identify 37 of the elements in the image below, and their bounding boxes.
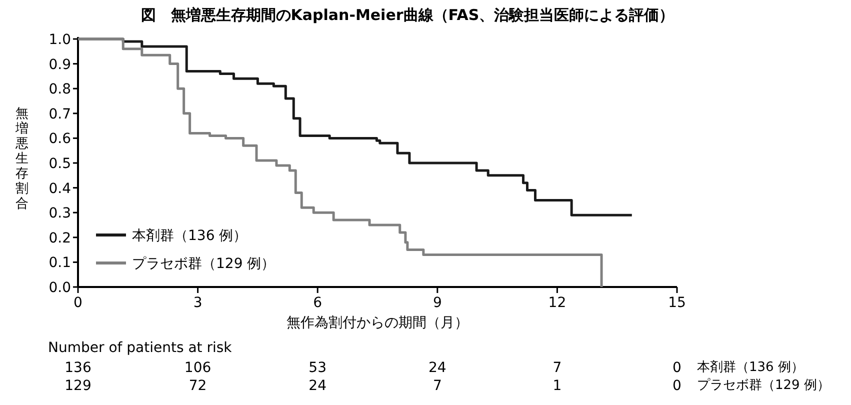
y-tick-label: 0.7 [48,106,71,122]
x-axis-title: 無作為割付からの期間（月） [286,315,468,331]
x-tick-label: 0 [74,295,82,311]
text: 0 [672,360,682,376]
chart-title: 図 無増悪生存期間のKaplan-Meier曲線（FAS、治験担当医師による評価） [140,6,674,24]
text: 53 [308,360,327,376]
text: 本剤群（136 例） [697,360,804,375]
y-tick-label: 0.1 [48,255,71,272]
x-tick-label: 9 [432,295,442,311]
text: 24 [428,360,446,376]
legend-label: 本剤群（136 例） [132,228,248,244]
x-tick-label: 12 [548,295,566,311]
text: 1 [552,378,562,394]
text: 24 [308,378,327,394]
y-axis-title: 無増悪生存割合 [14,106,28,212]
legend-label: プラセボ群（129 例） [132,256,276,272]
text: 0 [672,378,682,394]
x-tick-label: 3 [193,295,202,311]
text: 129 [64,378,92,394]
text: プラセボ群（129 例） [697,378,830,393]
y-tick-label: 0.9 [48,56,71,73]
x-tick-label: 15 [668,295,686,311]
y-tick-label: 0.8 [48,82,71,98]
y-tick-label: 0.2 [48,230,71,246]
y-tick-label: 0.3 [48,206,71,222]
text: 7 [432,378,442,394]
y-tick-label: 0.4 [48,180,72,197]
text: 136 [64,360,92,376]
text: 106 [184,360,212,376]
text: Number of patients at risk [48,340,233,356]
x-tick-label: 6 [313,295,322,311]
y-tick-label: 1.0 [48,32,71,48]
text: 72 [188,378,207,394]
y-tick-label: 0.6 [48,131,72,148]
y-tick-label: 0.5 [48,156,71,172]
text: 7 [552,360,562,376]
y-tick-label: 0.0 [48,280,71,296]
